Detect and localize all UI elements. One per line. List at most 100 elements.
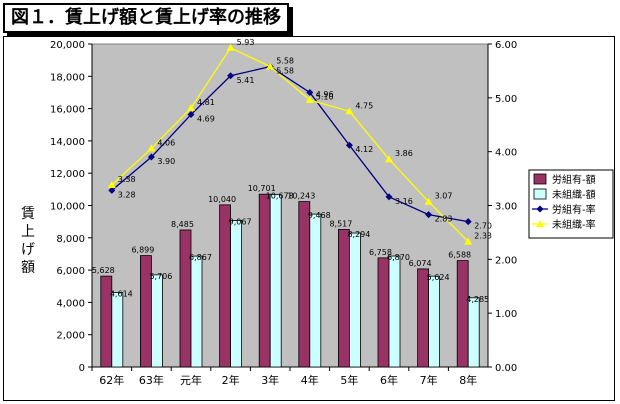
line-data-label: 4.81 xyxy=(197,98,215,107)
bar-nonunion xyxy=(309,213,322,368)
x-tick-label: 元年 xyxy=(180,373,202,387)
bar-nonunion xyxy=(111,292,124,368)
point-marker-triangle xyxy=(147,144,156,152)
bar-data-label: 6,867 xyxy=(189,253,212,262)
point-marker-triangle xyxy=(226,43,235,51)
bar-union xyxy=(337,229,350,368)
line-data-label: 4.69 xyxy=(197,115,215,124)
bar-data-label: 10,678 xyxy=(266,192,294,201)
bar-nonunion xyxy=(190,255,203,368)
line-data-label: 4.75 xyxy=(355,101,373,110)
x-tick-label: 63年 xyxy=(139,373,164,387)
left-tick-label: 0 xyxy=(79,363,85,374)
point-marker-diamond xyxy=(425,211,433,219)
bar-union xyxy=(417,268,430,368)
legend-marker-triangle xyxy=(536,220,544,227)
left-tick-label: 2,000 xyxy=(56,331,85,342)
point-marker-diamond xyxy=(147,153,155,161)
x-tick-label: 4年 xyxy=(301,373,319,387)
bar-data-label: 10,701 xyxy=(248,184,276,193)
bar-data-label: 5,628 xyxy=(92,266,115,275)
line-union-rate xyxy=(111,65,469,223)
line-data-label: 5.41 xyxy=(237,76,255,85)
bar-nonunion xyxy=(467,297,480,368)
point-marker-triangle xyxy=(305,95,314,103)
bar-data-label: 6,870 xyxy=(387,253,410,262)
line-data-label: 2.83 xyxy=(435,215,453,224)
bar-data-label: 8,294 xyxy=(347,230,370,239)
left-tick-label: 16,000 xyxy=(50,105,85,116)
left-tick-label: 4,000 xyxy=(56,298,85,309)
bar-data-label: 9,468 xyxy=(308,211,331,220)
bar-union xyxy=(179,229,192,368)
bar-nonunion xyxy=(150,274,163,368)
point-marker-diamond xyxy=(385,193,393,201)
point-marker-diamond xyxy=(227,72,235,80)
bar-data-label: 4,285 xyxy=(466,295,489,304)
point-marker-triangle xyxy=(266,62,275,70)
right-tick-label: 0.00 xyxy=(495,363,517,374)
bar-data-label: 9,067 xyxy=(229,218,252,227)
point-marker-triangle xyxy=(424,197,433,205)
left-tick-label: 14,000 xyxy=(50,137,85,148)
point-marker-diamond xyxy=(187,111,195,119)
bar-nonunion xyxy=(269,194,282,368)
x-tick-label: 7年 xyxy=(420,373,438,387)
line-data-label: 5.58 xyxy=(276,67,294,76)
legend-label: 労組有-率 xyxy=(552,203,596,216)
legend-marker-diamond xyxy=(536,205,544,213)
figure-title: 図１．賃上げ額と賃上げ率の推移 xyxy=(3,3,289,33)
bar-data-label: 5,624 xyxy=(427,273,450,282)
left-tick-label: 20,000 xyxy=(50,40,85,51)
line-data-label: 5.93 xyxy=(237,38,255,47)
line-data-label: 5.10 xyxy=(316,92,334,101)
line-data-label: 3.28 xyxy=(118,190,136,199)
line-data-label: 3.90 xyxy=(157,157,175,166)
point-marker-triangle xyxy=(345,107,354,115)
bar-data-label: 6,074 xyxy=(409,259,432,268)
bar-data-label: 6,758 xyxy=(369,248,392,257)
right-tick-label: 6.00 xyxy=(495,40,517,51)
y-axis-label: 賃上げ額 xyxy=(21,206,35,276)
bar-data-label: 6,588 xyxy=(448,251,471,260)
line-data-label: 3.86 xyxy=(395,149,413,158)
legend-label: 未組織-率 xyxy=(552,218,596,231)
left-tick-label: 18,000 xyxy=(50,72,85,83)
x-tick-label: 2年 xyxy=(222,373,240,387)
bar-union xyxy=(377,257,390,368)
line-data-label: 4.12 xyxy=(355,145,373,154)
line-data-label: 3.38 xyxy=(118,175,136,184)
line-data-label: 2.33 xyxy=(474,232,492,241)
bar-data-label: 10,243 xyxy=(287,192,315,201)
point-marker-diamond xyxy=(306,88,314,96)
x-tick-label: 8年 xyxy=(459,373,477,387)
point-marker-triangle xyxy=(385,155,393,163)
legend-swatch-bar xyxy=(533,188,547,200)
point-marker-diamond xyxy=(108,186,116,194)
point-marker-triangle xyxy=(464,237,473,245)
bar-nonunion xyxy=(348,232,361,368)
left-tick-label: 10,000 xyxy=(50,202,85,213)
x-tick-label: 6年 xyxy=(380,373,398,387)
bar-data-label: 10,040 xyxy=(208,195,236,204)
right-tick-label: 4.00 xyxy=(495,148,517,159)
line-data-label: 4.96 xyxy=(316,90,334,99)
bar-union xyxy=(298,201,311,368)
line-data-label: 2.70 xyxy=(474,222,492,231)
line-nonunion-rate xyxy=(111,46,469,243)
x-tick-label: 62年 xyxy=(99,373,124,387)
bar-data-label: 6,899 xyxy=(131,246,154,255)
legend-swatch-bar xyxy=(533,173,547,185)
x-tick-label: 5年 xyxy=(340,373,358,387)
bar-union xyxy=(258,193,271,368)
bar-data-label: 5,706 xyxy=(149,272,172,281)
bar-data-label: 8,517 xyxy=(329,219,352,228)
bar-union xyxy=(219,204,232,368)
left-tick-label: 12,000 xyxy=(50,169,85,180)
left-tick-label: 6,000 xyxy=(56,266,85,277)
line-data-label: 3.16 xyxy=(395,197,413,206)
point-marker-triangle xyxy=(107,181,116,189)
bar-nonunion xyxy=(388,255,401,368)
legend-label: 未組織-額 xyxy=(552,188,596,201)
bar-nonunion xyxy=(230,220,243,368)
